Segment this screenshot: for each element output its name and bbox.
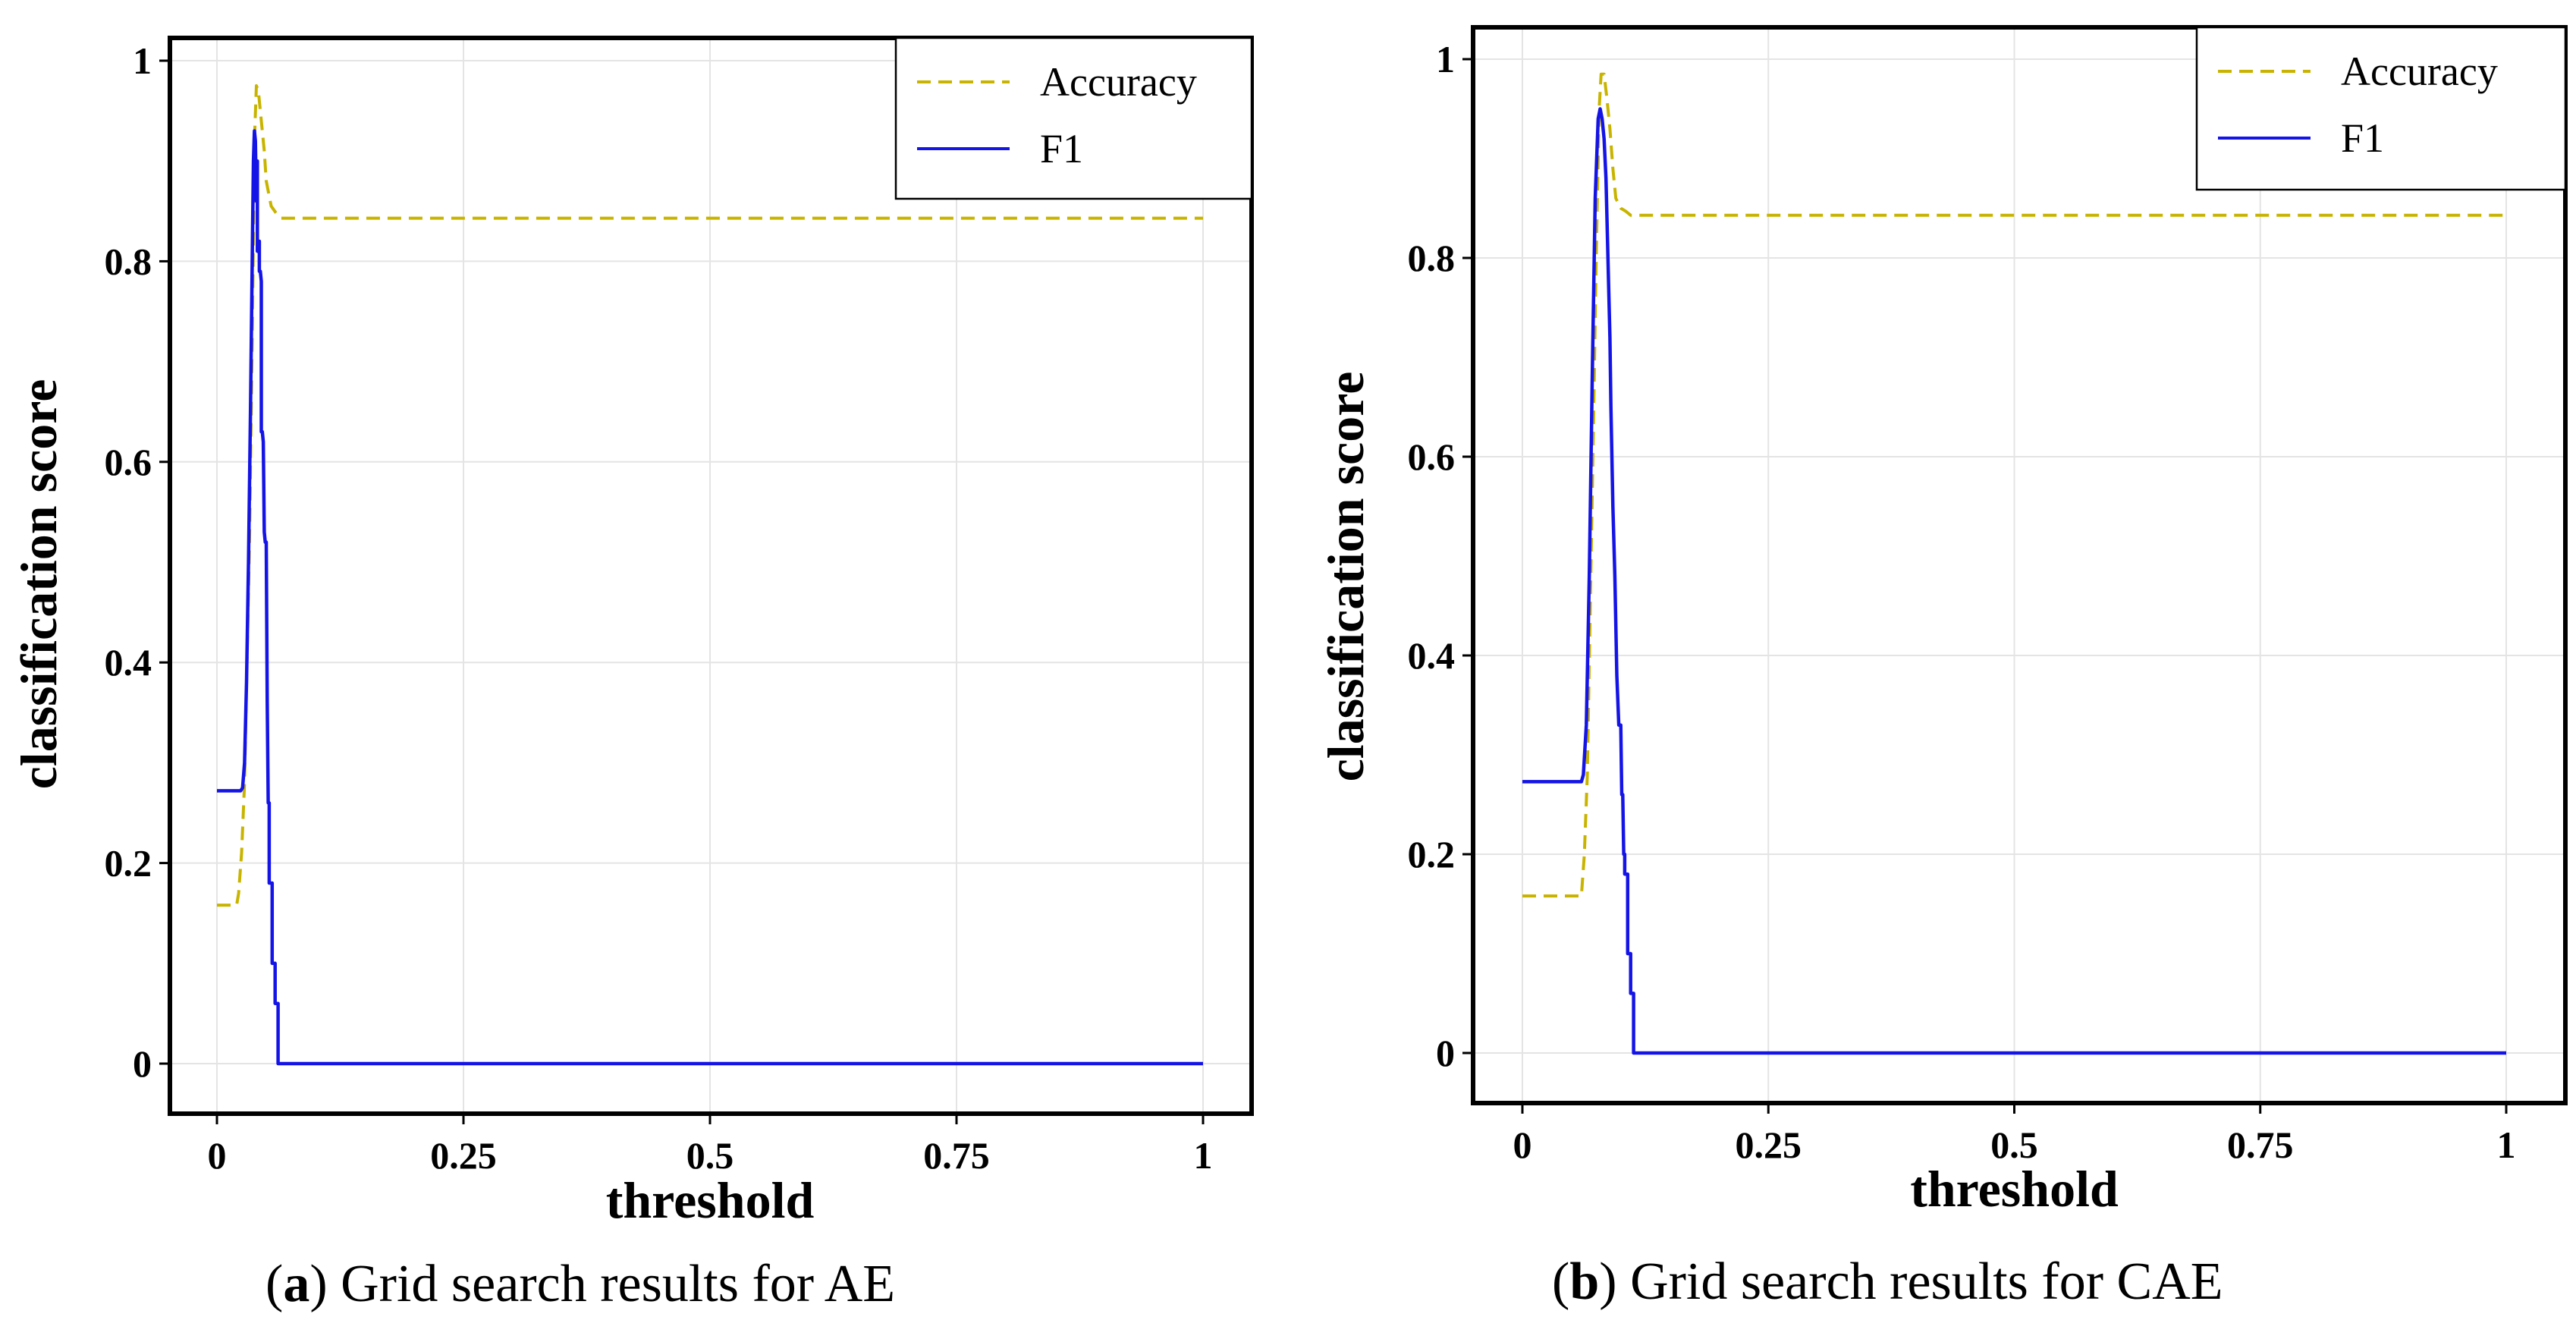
y-tick-label: 0.8	[1408, 237, 1456, 279]
x-tick-label: 0.75	[923, 1134, 990, 1177]
y-tick-label: 0	[133, 1042, 152, 1085]
y-tick-label: 0.8	[105, 240, 152, 282]
x-axis-label: threshold	[1910, 1160, 2119, 1218]
legend: Accuracy F1	[894, 36, 1253, 200]
caption-close-paren: )	[309, 1255, 341, 1313]
x-axis-label: threshold	[606, 1171, 815, 1229]
y-tick-label: 0.2	[105, 842, 152, 885]
x-tick-label: 0.5	[686, 1134, 734, 1177]
chart-b: 0 0.25 0.5 0.75 1 0 0.2 0.4 0.6 0.8 1 threshold clas…	[1317, 25, 2568, 1311]
legend-accuracy-label: Accuracy	[1040, 59, 1197, 105]
chart-a: 0 0.25 0.5 0.75 1 0 0.2 0.4 0.6 0.8 1 threshold clas…	[10, 36, 1254, 1313]
y-tick-label: 0.2	[1408, 833, 1456, 875]
x-tick-label: 0.25	[1736, 1124, 1802, 1166]
caption-text: Grid search results for CAE	[1630, 1253, 2223, 1311]
legend-box	[894, 36, 1253, 200]
accuracy-series-line	[217, 84, 1203, 907]
figure-caption: (a) Grid search results for AE	[265, 1255, 895, 1313]
legend-box	[2195, 26, 2567, 191]
f1-series-line	[217, 129, 1203, 1066]
y-tick-label: 1	[1436, 38, 1455, 80]
y-axis-label: classification score	[1317, 372, 1374, 782]
f1-series-line	[1522, 107, 2506, 1055]
figure-caption: (b) Grid search results for CAE	[1552, 1253, 2223, 1311]
caption-close-paren: )	[1599, 1253, 1630, 1311]
y-axis-label: classification score	[10, 379, 68, 790]
caption-label: a	[283, 1255, 309, 1313]
x-tick-label: 0.75	[2227, 1124, 2294, 1166]
legend: Accuracy F1	[2195, 26, 2567, 191]
y-tick-label: 0.6	[105, 441, 152, 483]
y-tick-label: 0	[1436, 1032, 1455, 1074]
y-tick-label: 0.6	[1408, 435, 1456, 478]
gridlines	[1473, 27, 2565, 1103]
x-tick-label: 1	[2497, 1124, 2516, 1166]
x-tick-label: 0	[1513, 1124, 1532, 1166]
caption-text: Grid search results for AE	[341, 1255, 895, 1313]
x-tick-label: 0.5	[1990, 1124, 2038, 1166]
legend-accuracy-label: Accuracy	[2341, 49, 2498, 94]
x-tick-label: 0	[208, 1134, 227, 1177]
plot-frame	[1471, 25, 2568, 1105]
x-tick-label: 1	[1194, 1134, 1213, 1177]
y-tick-label: 0.4	[105, 641, 152, 684]
accuracy-series-line	[1522, 72, 2506, 897]
caption-label: b	[1569, 1253, 1599, 1311]
x-tick-label: 0.25	[430, 1134, 497, 1177]
y-tick-label: 0.4	[1408, 634, 1456, 677]
legend-f1-label: F1	[1040, 126, 1083, 171]
caption-open-paren: (	[1552, 1253, 1569, 1311]
y-tick-label: 1	[133, 39, 152, 82]
legend-f1-label: F1	[2341, 115, 2384, 161]
plot-area	[1473, 27, 2565, 1103]
caption-open-paren: (	[265, 1255, 283, 1313]
